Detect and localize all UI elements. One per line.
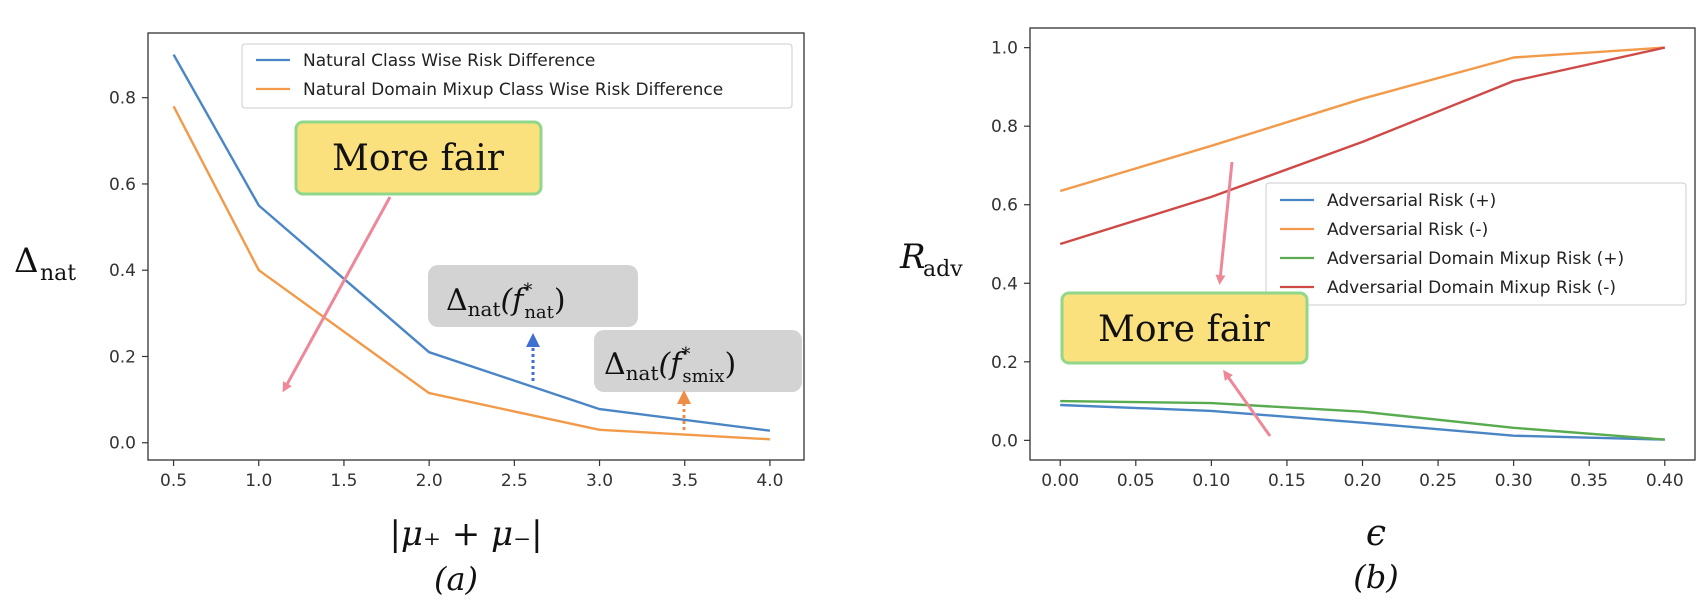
x-tick-label: 1.5 bbox=[330, 471, 357, 491]
x-tick-label: 0.10 bbox=[1192, 471, 1230, 491]
x-tick-label: 0.00 bbox=[1041, 471, 1079, 491]
svg-text:nat: nat bbox=[40, 261, 76, 286]
x-axis-label-a: |μ₊ + μ₋| bbox=[389, 514, 542, 554]
y-tick-label: 0.8 bbox=[109, 89, 136, 109]
x-ticks-a: 0.5 1.0 1.5 2.0 2.5 3.0 3.5 4.0 bbox=[160, 460, 783, 491]
y-tick-label: 0.0 bbox=[991, 431, 1018, 451]
legend-entry: Adversarial Domain Mixup Risk (+) bbox=[1327, 249, 1624, 269]
fair-arrow-b-down bbox=[1215, 161, 1234, 285]
x-tick-label: 2.5 bbox=[501, 471, 528, 491]
x-tick-label: 3.0 bbox=[586, 471, 613, 491]
more-fair-annotation-a: More fair bbox=[294, 120, 543, 196]
legend-entry: Adversarial Risk (-) bbox=[1327, 220, 1488, 240]
svg-text:More fair: More fair bbox=[332, 138, 505, 179]
svg-text:adv: adv bbox=[923, 257, 963, 282]
svg-text:R: R bbox=[899, 237, 926, 277]
y-tick-label: 0.6 bbox=[109, 175, 136, 195]
delta-nat-fsmix-label: Δnat(f* smix) bbox=[594, 330, 802, 392]
series-lines-b bbox=[1059, 46, 1666, 441]
y-tick-label: 1.0 bbox=[991, 39, 1018, 59]
legend-a: Natural Class Wise Risk Difference Natur… bbox=[241, 43, 793, 109]
x-tick-label: 0.40 bbox=[1646, 471, 1684, 491]
y-ticks-a: 0.0 0.2 0.4 0.6 0.8 bbox=[109, 89, 148, 454]
legend-entry: Natural Domain Mixup Class Wise Risk Dif… bbox=[303, 80, 723, 100]
x-tick-label: 0.15 bbox=[1268, 471, 1306, 491]
y-axis-label-a: Δ nat bbox=[14, 241, 76, 286]
x-tick-label: 0.05 bbox=[1117, 471, 1155, 491]
x-tick-label: 4.0 bbox=[756, 471, 783, 491]
series-line-4 bbox=[1059, 46, 1666, 246]
x-tick-label: 0.35 bbox=[1570, 471, 1608, 491]
series-lines-a bbox=[172, 54, 771, 441]
x-ticks-b: 0.00 0.05 0.10 0.15 0.20 0.25 0.30 0.35 0.40 bbox=[1041, 460, 1684, 491]
series-line-2 bbox=[172, 105, 770, 441]
x-tick-label: 3.5 bbox=[671, 471, 698, 491]
y-tick-label: 0.2 bbox=[109, 347, 136, 367]
series-line-1 bbox=[172, 54, 771, 432]
series-line-3 bbox=[1060, 399, 1665, 441]
y-axis-label-b: R adv bbox=[899, 237, 963, 282]
x-tick-label: 0.30 bbox=[1495, 471, 1533, 491]
x-tick-label: 2.0 bbox=[416, 471, 443, 491]
x-tick-label: 0.20 bbox=[1344, 471, 1382, 491]
x-tick-label: 0.5 bbox=[160, 471, 187, 491]
svg-text:More fair: More fair bbox=[1098, 309, 1271, 350]
x-axis-label-b: ϵ bbox=[1366, 513, 1386, 554]
panel-a: 0.5 1.0 1.5 2.0 2.5 3.0 3.5 4.0 0.0 0.2 0.4 0.6 0.8… bbox=[14, 32, 805, 598]
x-tick-label: 1.0 bbox=[245, 471, 272, 491]
fair-arrow-b-up bbox=[1223, 369, 1272, 437]
svg-text:Δnat(f*nat): Δnat(f* nat) bbox=[446, 280, 566, 323]
panel-label-b: (b) bbox=[1353, 558, 1398, 596]
series-line-1 bbox=[1060, 403, 1665, 441]
svg-text:Δ: Δ bbox=[14, 241, 39, 281]
y-tick-label: 0.6 bbox=[991, 196, 1018, 216]
series-line-2 bbox=[1059, 46, 1665, 193]
legend-entry: Natural Class Wise Risk Difference bbox=[303, 51, 595, 71]
more-fair-annotation-b: More fair bbox=[1060, 291, 1309, 365]
panel-label-a: (a) bbox=[434, 560, 478, 598]
y-tick-label: 0.8 bbox=[991, 117, 1018, 137]
panel-b: 0.00 0.05 0.10 0.15 0.20 0.25 0.30 0.35 0.40 0.0… bbox=[899, 27, 1696, 596]
x-tick-label: 0.25 bbox=[1419, 471, 1457, 491]
legend-entry: Adversarial Risk (+) bbox=[1327, 191, 1496, 211]
y-tick-label: 0.4 bbox=[991, 274, 1018, 294]
legend-b: Adversarial Risk (+) Adversarial Risk (-… bbox=[1265, 182, 1687, 306]
y-tick-label: 0.0 bbox=[109, 434, 136, 454]
y-tick-label: 0.4 bbox=[109, 261, 136, 281]
legend-entry: Adversarial Domain Mixup Risk (-) bbox=[1327, 278, 1616, 298]
y-ticks-b: 0.0 0.2 0.4 0.6 0.8 1.0 bbox=[991, 39, 1030, 451]
svg-text:Δnat(f*smix): Δnat(f* smix) bbox=[604, 344, 736, 387]
y-tick-label: 0.2 bbox=[991, 353, 1018, 373]
delta-nat-fnat-label: Δnat(f* nat) bbox=[428, 265, 638, 327]
fair-arrow-a bbox=[282, 196, 392, 393]
